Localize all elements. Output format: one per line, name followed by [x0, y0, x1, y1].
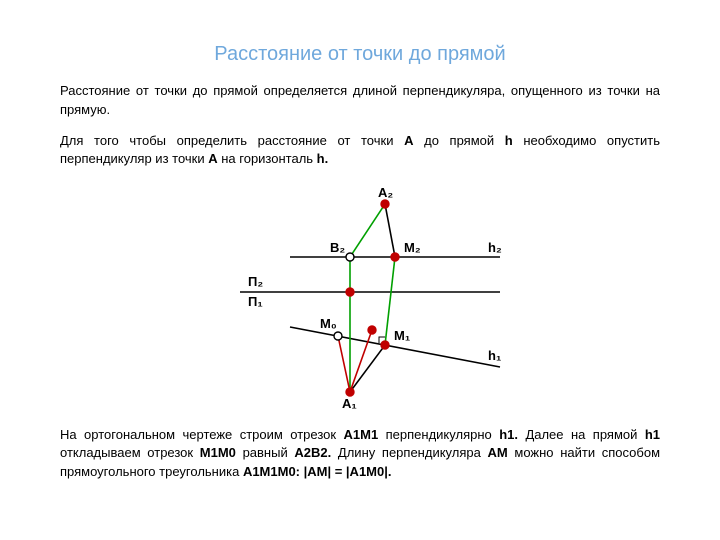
diagram-container: П₂ П₁ h₂ h₁ А₂ В₂ М₂ М₀ М₁ А₁	[60, 182, 660, 412]
svg-text:П₂: П₂	[248, 274, 263, 289]
svg-text:h₂: h₂	[488, 240, 502, 255]
svg-text:П₁: П₁	[248, 294, 263, 309]
intro-paragraph-1: Расстояние от точки до прямой определяет…	[60, 82, 660, 118]
svg-text:В₂: В₂	[330, 240, 345, 255]
svg-text:А₁: А₁	[342, 396, 357, 411]
svg-text:М₂: М₂	[404, 240, 421, 255]
svg-text:h₁: h₁	[488, 348, 501, 363]
intro-paragraph-2: Для того чтобы определить расстояние от …	[60, 132, 660, 168]
bottom-paragraph: На ортогональном чертеже строим отрезок …	[60, 426, 660, 481]
page-title: Расстояние от точки до прямой	[60, 43, 660, 66]
svg-text:М₁: М₁	[394, 328, 410, 343]
svg-text:М₀: М₀	[320, 316, 337, 331]
geometry-diagram: П₂ П₁ h₂ h₁ А₂ В₂ М₂ М₀ М₁ А₁	[180, 182, 540, 412]
svg-text:А₂: А₂	[378, 185, 393, 200]
